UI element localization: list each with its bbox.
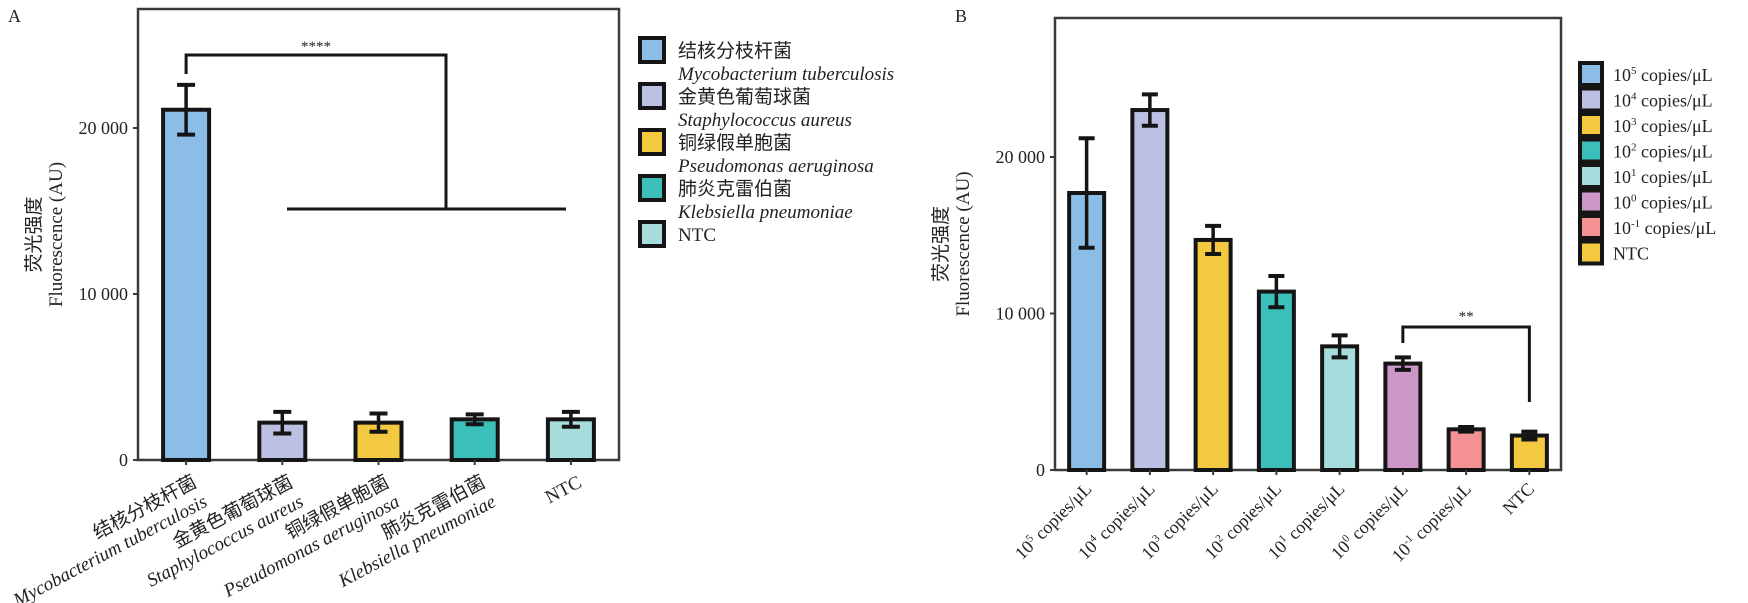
significance-label: **** [301, 39, 331, 55]
x-tick-label-en: NTC [542, 472, 585, 508]
legend-label: 102 copies/μL [1613, 142, 1713, 162]
y-tick-label: 10 000 [996, 304, 1046, 324]
legend-swatch [1578, 61, 1604, 87]
legend-swatch [1578, 239, 1604, 266]
legend-swatch [1578, 86, 1604, 113]
legend-label: 101 copies/μL [1613, 167, 1713, 187]
legend-label-cn: 金黄色葡萄球菌 [678, 86, 811, 108]
bar [1130, 108, 1170, 473]
legend-label: NTC [678, 225, 716, 246]
panel-label: B [955, 6, 967, 26]
legend-label-en: Staphylococcus aureus [678, 110, 852, 131]
legend-label-en: Klebsiella pneumoniae [677, 202, 853, 223]
legend-label: 104 copies/μL [1613, 91, 1713, 111]
bar [1193, 237, 1233, 472]
legend-swatch [638, 82, 666, 110]
legend-swatch [1578, 188, 1604, 215]
legend-swatch [1578, 137, 1604, 164]
y-axis-label-cn: 荧光强度 [23, 196, 45, 272]
legend-label-cn: 肺炎克雷伯菌 [678, 178, 792, 200]
y-tick-label: 0 [119, 450, 128, 470]
y-tick-label: 20 000 [996, 147, 1046, 167]
significance-bracket [184, 53, 448, 209]
chart-panel-b: B 0 10 000 20 000 荧光强度 Fluorescence (AU) 105 c… [930, 6, 1716, 566]
y-axis-label: Fluorescence (AU) [953, 171, 974, 316]
y-tick-label: 20 000 [79, 118, 129, 138]
x-tick-label: NTC [542, 472, 585, 508]
plot-frame [1053, 16, 1563, 472]
y-axis-label-cn: 荧光强度 [930, 206, 952, 282]
legend-label: 10-1 copies/μL [1613, 218, 1716, 238]
legend-swatch [638, 174, 666, 202]
bar [1383, 361, 1423, 472]
legend-swatch [1578, 112, 1604, 138]
legend-label-cn: 铜绿假单胞菌 [678, 132, 792, 154]
legend-swatch [1578, 214, 1604, 240]
legend-label: NTC [1613, 244, 1649, 264]
chart-panel-a: A 0 10 000 20 000 荧光强度 Fluorescence (AU) 结核分枝杆… [8, 6, 894, 603]
y-tick-label: 0 [1036, 460, 1045, 480]
legend-label-en: Pseudomonas aeruginosa [677, 156, 874, 177]
legend-label: 100 copies/μL [1613, 193, 1713, 213]
panel-label: A [8, 6, 21, 26]
legend-label-en: Mycobacterium tuberculosis [677, 64, 894, 85]
significance-label: ** [1459, 309, 1474, 325]
x-tick-label-text: NTC [1499, 479, 1539, 519]
legend-swatch [638, 220, 666, 248]
y-axis-label: Fluorescence (AU) [46, 162, 67, 307]
significance-bracket [1401, 325, 1531, 402]
bar [1256, 289, 1296, 472]
bar [1320, 344, 1360, 472]
y-tick-label: 10 000 [79, 284, 129, 304]
bar [161, 107, 212, 463]
legend-swatch [638, 128, 666, 156]
legend-swatch [1578, 163, 1604, 189]
x-tick-label: NTC [1499, 479, 1539, 519]
legend-label-cn: 结核分枝杆菌 [678, 40, 792, 62]
legend-swatch [638, 36, 666, 64]
legend-label: 105 copies/μL [1613, 65, 1713, 85]
legend-label: 103 copies/μL [1613, 116, 1713, 136]
bar [1446, 427, 1486, 472]
